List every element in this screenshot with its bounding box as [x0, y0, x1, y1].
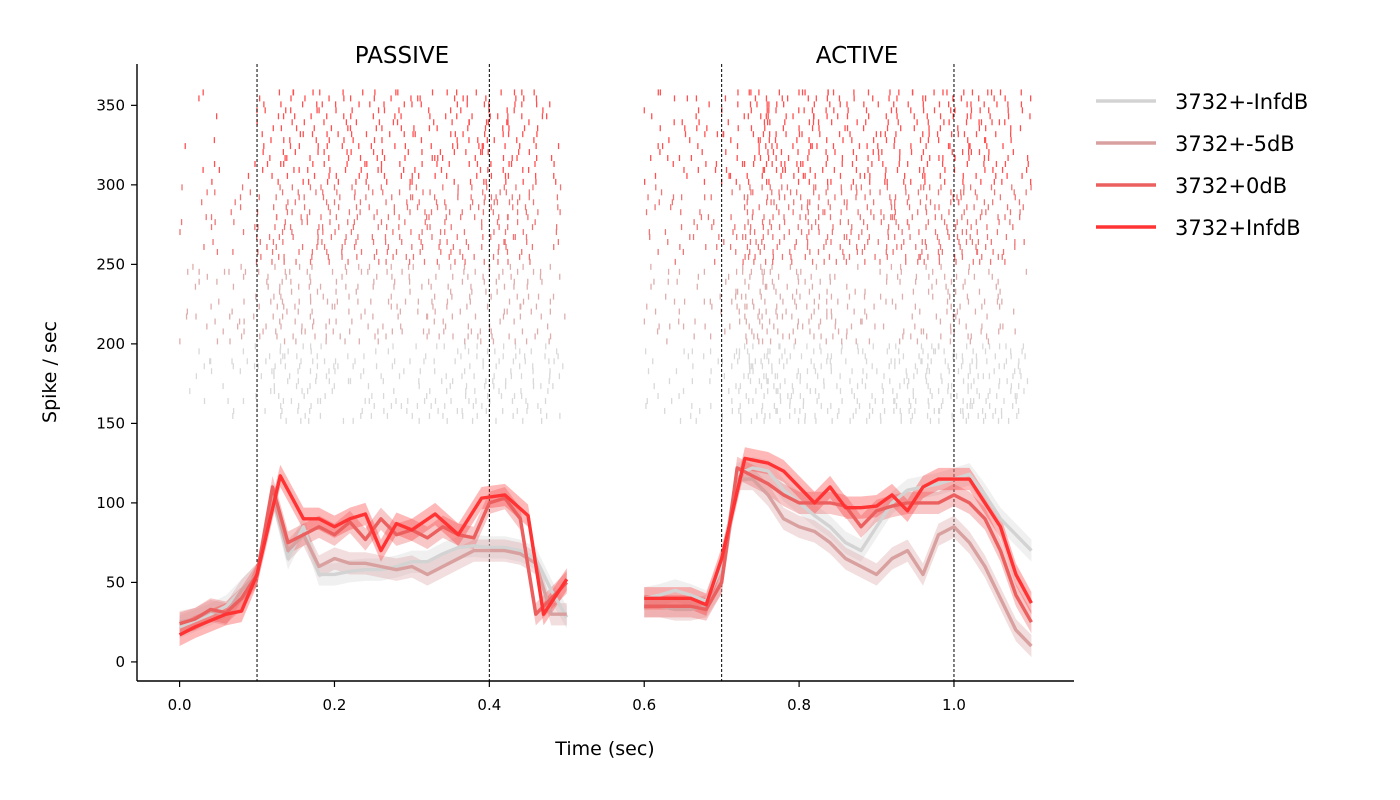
x-tick-label: 0.4	[477, 696, 501, 714]
y-tick-label: 200	[96, 335, 125, 353]
y-tick-label: 300	[96, 176, 125, 194]
x-tick-label: 0.0	[168, 696, 192, 714]
y-tick-label: 50	[106, 573, 125, 591]
x-tick-label: 0.6	[632, 696, 656, 714]
legend-label: 3732+0dB	[1175, 174, 1287, 198]
legend-label: 3732+-5dB	[1175, 132, 1295, 156]
y-ticks: 0 50 100 150 200 250 300 350	[96, 96, 137, 671]
raster-3732+0dB	[179, 184, 1032, 265]
vlines-layer	[256, 64, 955, 681]
legend-label: 3732+-InfdB	[1175, 90, 1308, 114]
error-band-3732+-InfdB-passive	[179, 483, 567, 639]
x-axis-label: Time (sec)	[554, 738, 654, 760]
x-tick-label: 0.8	[787, 696, 811, 714]
panel-title-passive: PASSIVE	[355, 43, 449, 69]
legend-label: 3732+InfdB	[1175, 216, 1301, 240]
y-tick-label: 250	[96, 255, 125, 273]
series-line-3732+InfdB-active	[644, 456, 1033, 607]
raster-3732+-5dB	[179, 263, 1028, 345]
series-line-3732+0dB-active	[644, 466, 1033, 624]
y-axis-label: Spike / sec	[39, 321, 61, 423]
x-tick-label: 1.0	[942, 696, 966, 714]
error-band-3732+InfdB-active	[644, 447, 1032, 616]
y-tick-label: 350	[96, 96, 125, 114]
legend: 3732+-InfdB 3732+-5dB 3732+0dB 3732+InfdB	[1096, 90, 1308, 240]
series-line-3732+InfdB-passive	[178, 474, 569, 637]
raster-layer	[179, 89, 1032, 424]
error-band-3732+InfdB-passive	[179, 464, 567, 647]
raster-3732+-InfdB	[189, 343, 1029, 424]
panel-title-active: ACTIVE	[816, 43, 899, 69]
error-band-3732+-5dB-passive	[179, 483, 567, 634]
lines-layer	[178, 456, 1033, 648]
y-tick-label: 0	[115, 653, 125, 671]
y-tick-label: 150	[96, 414, 125, 432]
x-ticks: 0.0 0.2 0.4 0.6 0.8 1.0	[168, 681, 966, 714]
error-band-3732+0dB-active	[644, 456, 1032, 634]
x-tick-label: 0.2	[323, 696, 347, 714]
y-tick-label: 100	[96, 494, 125, 512]
series-line-3732+-5dB-passive	[179, 493, 567, 624]
raster-3732+InfdB	[184, 89, 1032, 185]
